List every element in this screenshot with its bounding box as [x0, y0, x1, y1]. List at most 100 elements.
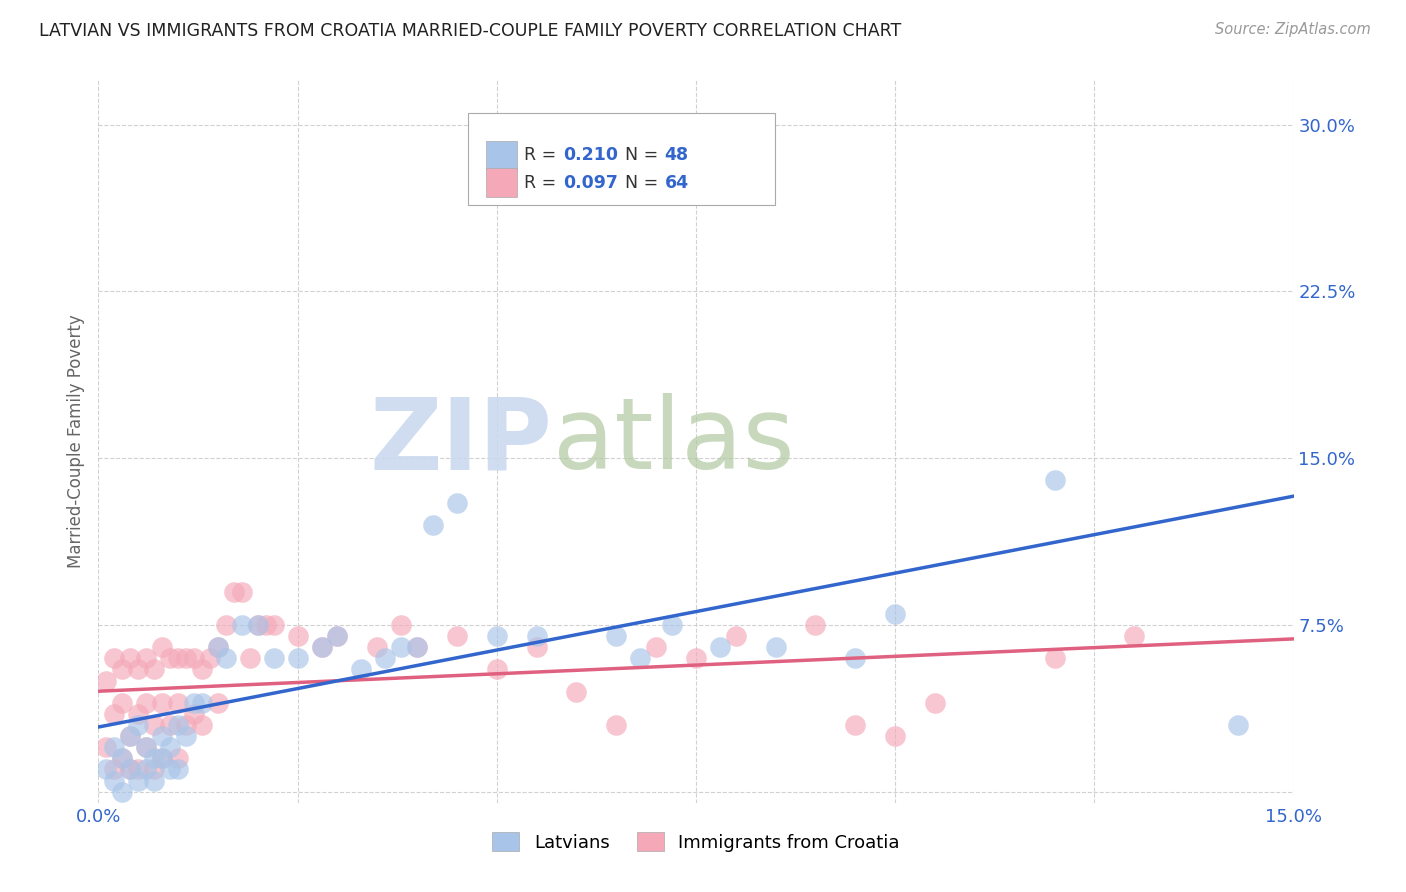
Immigrants from Croatia [150, 751, 173, 765]
Immigrants from Croatia [215, 618, 238, 632]
Immigrants from Croatia [645, 640, 668, 655]
Latvians [446, 496, 468, 510]
Latvians [287, 651, 309, 665]
Text: 0.210: 0.210 [564, 146, 619, 164]
Immigrants from Croatia [366, 640, 388, 655]
Immigrants from Croatia [174, 718, 197, 732]
Latvians [709, 640, 731, 655]
Immigrants from Croatia [174, 651, 197, 665]
Immigrants from Croatia [446, 629, 468, 643]
Immigrants from Croatia [103, 651, 125, 665]
Latvians [526, 629, 548, 643]
Latvians [127, 773, 149, 788]
Immigrants from Croatia [254, 618, 277, 632]
Latvians [167, 718, 190, 732]
Immigrants from Croatia [111, 696, 134, 710]
Immigrants from Croatia [1043, 651, 1066, 665]
Latvians [605, 629, 627, 643]
Immigrants from Croatia [191, 662, 214, 676]
Latvians [103, 740, 125, 755]
Text: 64: 64 [665, 174, 689, 192]
Latvians [127, 718, 149, 732]
Immigrants from Croatia [207, 640, 229, 655]
Latvians [350, 662, 373, 676]
Immigrants from Croatia [159, 718, 181, 732]
Latvians [406, 640, 429, 655]
Latvians [311, 640, 333, 655]
Latvians [215, 651, 238, 665]
Immigrants from Croatia [231, 584, 253, 599]
Immigrants from Croatia [167, 651, 190, 665]
Immigrants from Croatia [389, 618, 412, 632]
Latvians [135, 763, 157, 777]
Latvians [485, 629, 508, 643]
Immigrants from Croatia [263, 618, 285, 632]
Latvians [661, 618, 683, 632]
Latvians [159, 763, 181, 777]
Immigrants from Croatia [804, 618, 827, 632]
Immigrants from Croatia [565, 684, 588, 698]
Text: N =: N = [626, 146, 664, 164]
Immigrants from Croatia [167, 696, 190, 710]
Latvians [191, 696, 214, 710]
Immigrants from Croatia [311, 640, 333, 655]
Immigrants from Croatia [239, 651, 262, 665]
Latvians [422, 517, 444, 532]
Immigrants from Croatia [207, 696, 229, 710]
Text: LATVIAN VS IMMIGRANTS FROM CROATIA MARRIED-COUPLE FAMILY POVERTY CORRELATION CHA: LATVIAN VS IMMIGRANTS FROM CROATIA MARRI… [39, 22, 901, 40]
Immigrants from Croatia [724, 629, 747, 643]
Immigrants from Croatia [183, 651, 205, 665]
Immigrants from Croatia [1123, 629, 1146, 643]
Immigrants from Croatia [159, 651, 181, 665]
Latvians [765, 640, 787, 655]
Immigrants from Croatia [924, 696, 946, 710]
Immigrants from Croatia [287, 629, 309, 643]
Latvians [150, 729, 173, 743]
Y-axis label: Married-Couple Family Poverty: Married-Couple Family Poverty [66, 315, 84, 568]
Immigrants from Croatia [96, 673, 118, 688]
Immigrants from Croatia [127, 763, 149, 777]
Latvians [207, 640, 229, 655]
Text: R =: R = [524, 146, 562, 164]
Immigrants from Croatia [526, 640, 548, 655]
Immigrants from Croatia [96, 740, 118, 755]
Text: ZIP: ZIP [370, 393, 553, 490]
Immigrants from Croatia [685, 651, 707, 665]
Immigrants from Croatia [326, 629, 349, 643]
Immigrants from Croatia [167, 751, 190, 765]
Immigrants from Croatia [120, 763, 142, 777]
Immigrants from Croatia [111, 751, 134, 765]
Immigrants from Croatia [135, 740, 157, 755]
Immigrants from Croatia [135, 651, 157, 665]
Latvians [389, 640, 412, 655]
Latvians [174, 729, 197, 743]
Latvians [120, 729, 142, 743]
Immigrants from Croatia [485, 662, 508, 676]
Latvians [844, 651, 866, 665]
Text: 48: 48 [665, 146, 689, 164]
Immigrants from Croatia [150, 696, 173, 710]
Text: R =: R = [524, 174, 562, 192]
Latvians [111, 751, 134, 765]
Immigrants from Croatia [143, 662, 166, 676]
Text: N =: N = [626, 174, 664, 192]
Immigrants from Croatia [222, 584, 245, 599]
Immigrants from Croatia [120, 651, 142, 665]
Immigrants from Croatia [884, 729, 907, 743]
Latvians [111, 785, 134, 799]
Immigrants from Croatia [143, 763, 166, 777]
Immigrants from Croatia [150, 640, 173, 655]
Latvians [150, 751, 173, 765]
Latvians [167, 763, 190, 777]
Latvians [159, 740, 181, 755]
Immigrants from Croatia [406, 640, 429, 655]
Latvians [246, 618, 269, 632]
Immigrants from Croatia [127, 662, 149, 676]
Immigrants from Croatia [143, 718, 166, 732]
Immigrants from Croatia [191, 718, 214, 732]
Latvians [143, 773, 166, 788]
Legend: Latvians, Immigrants from Croatia: Latvians, Immigrants from Croatia [485, 825, 907, 859]
Text: 0.097: 0.097 [564, 174, 619, 192]
Latvians [135, 740, 157, 755]
Latvians [884, 607, 907, 621]
